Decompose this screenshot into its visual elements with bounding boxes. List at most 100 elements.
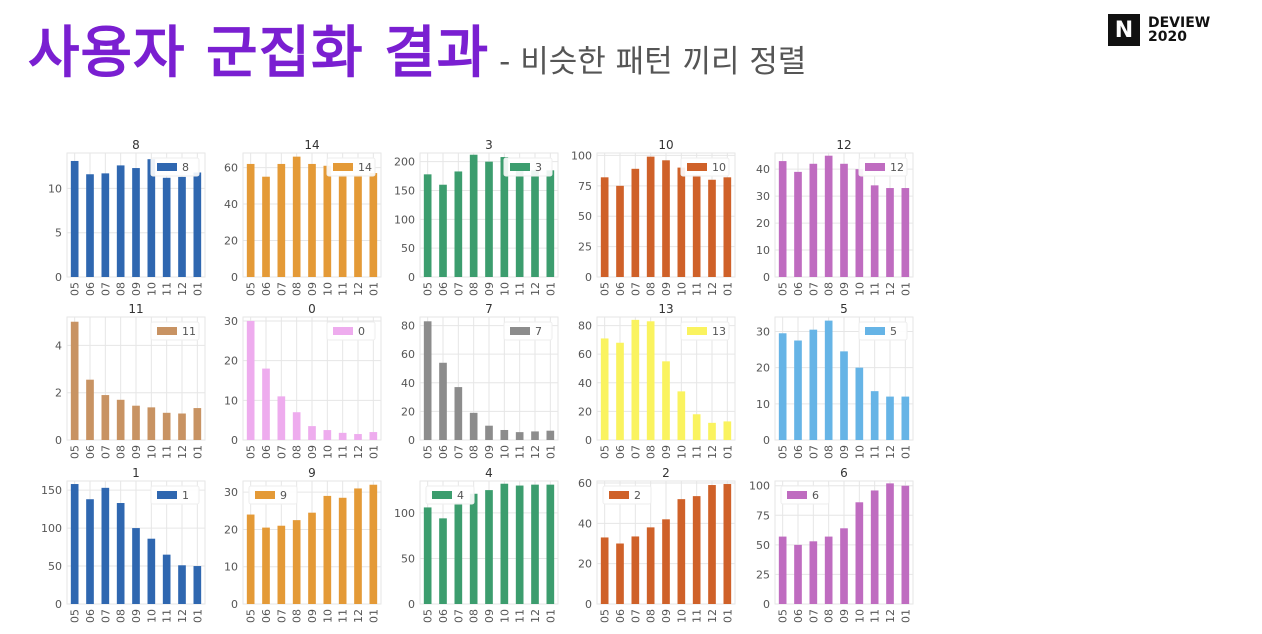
legend-label: 4 <box>457 489 464 502</box>
bar <box>292 412 301 440</box>
legend-label: 9 <box>280 489 287 502</box>
x-tick-label: 09 <box>130 609 143 623</box>
bar <box>292 520 301 604</box>
bar <box>292 156 301 277</box>
x-tick-label: 06 <box>260 609 273 623</box>
x-tick-label: 07 <box>275 282 288 296</box>
x-tick-label: 06 <box>614 609 627 623</box>
x-tick-label: 12 <box>529 282 542 296</box>
bar <box>469 154 478 277</box>
bar <box>662 160 670 277</box>
x-tick-label: 05 <box>422 609 435 623</box>
bar <box>778 536 787 604</box>
bar <box>369 173 378 277</box>
y-tick-label: 100 <box>41 522 62 535</box>
y-tick-label: 0 <box>231 434 238 447</box>
x-tick-label: 09 <box>483 609 496 623</box>
bar <box>600 177 609 277</box>
bar <box>708 485 716 604</box>
bar <box>116 503 125 604</box>
y-tick-label: 20 <box>578 405 592 418</box>
x-tick-label: 10 <box>321 609 334 623</box>
bar <box>646 321 655 440</box>
x-tick-label: 01 <box>721 282 734 296</box>
bar <box>500 483 509 604</box>
x-tick-label: 01 <box>191 609 204 623</box>
bar <box>901 485 910 604</box>
bar <box>338 497 347 604</box>
cluster-chart-4: 05 06 07 08 09 10 11 12 01 0 50 100 4 4 <box>394 466 559 623</box>
x-tick-label: 07 <box>99 445 112 459</box>
x-tick-label: 05 <box>69 282 82 296</box>
bar <box>794 544 802 604</box>
chart-title: 11 <box>128 302 143 316</box>
bar <box>692 174 701 277</box>
bar <box>646 156 655 277</box>
bar <box>354 434 362 440</box>
x-tick-label: 09 <box>483 445 496 459</box>
bar <box>531 170 539 277</box>
bar <box>485 490 493 604</box>
bar <box>338 432 347 440</box>
bar <box>246 320 255 440</box>
legend-label: 8 <box>182 161 189 174</box>
x-tick-label: 07 <box>275 609 288 623</box>
bar <box>631 168 640 277</box>
bar <box>262 527 270 604</box>
x-tick-label: 09 <box>130 282 143 296</box>
x-tick-label: 10 <box>145 282 158 296</box>
y-tick-label: 0 <box>585 271 592 284</box>
x-tick-label: 05 <box>422 445 435 459</box>
x-tick-label: 12 <box>176 282 189 296</box>
bar <box>794 340 802 440</box>
y-tick-label: 0 <box>408 271 415 284</box>
bar <box>723 484 732 604</box>
bar <box>886 188 894 277</box>
x-tick-label: 07 <box>629 445 642 459</box>
x-tick-label: 05 <box>245 609 258 623</box>
x-tick-label: 06 <box>437 445 450 459</box>
bar <box>101 487 110 604</box>
bar <box>116 399 125 440</box>
x-tick-label: 10 <box>321 282 334 296</box>
bar <box>855 169 864 277</box>
y-tick-label: 150 <box>41 484 62 497</box>
x-tick-label: 10 <box>853 282 866 296</box>
x-tick-label: 09 <box>306 609 319 623</box>
bar <box>423 174 432 277</box>
y-tick-label: 40 <box>401 377 415 390</box>
page-header: 사용자 군집화 결과 - 비슷한 패턴 끼리 정렬 <box>28 8 806 89</box>
bar <box>178 565 186 604</box>
bar <box>323 495 332 604</box>
legend-swatch <box>432 491 452 499</box>
bar <box>901 396 910 440</box>
x-tick-label: 05 <box>777 445 790 459</box>
x-tick-label: 11 <box>691 282 704 296</box>
bar <box>369 484 378 604</box>
bar <box>101 395 110 440</box>
y-tick-label: 0 <box>408 434 415 447</box>
x-tick-label: 12 <box>706 445 719 459</box>
bar <box>454 387 463 440</box>
bar <box>132 528 140 604</box>
bar <box>500 429 509 440</box>
legend-label: 2 <box>634 489 641 502</box>
bar <box>708 179 716 277</box>
bar <box>369 432 378 440</box>
chart-title: 2 <box>662 466 670 480</box>
x-tick-label: 12 <box>884 609 897 623</box>
legend-swatch <box>609 491 629 499</box>
x-tick-label: 08 <box>291 445 304 459</box>
x-tick-label: 08 <box>645 282 658 296</box>
x-tick-label: 11 <box>514 445 527 459</box>
bar <box>308 512 316 604</box>
x-tick-label: 06 <box>614 445 627 459</box>
y-tick-label: 10 <box>224 561 238 574</box>
x-tick-label: 01 <box>721 445 734 459</box>
bar <box>262 368 270 440</box>
bar <box>600 338 609 440</box>
